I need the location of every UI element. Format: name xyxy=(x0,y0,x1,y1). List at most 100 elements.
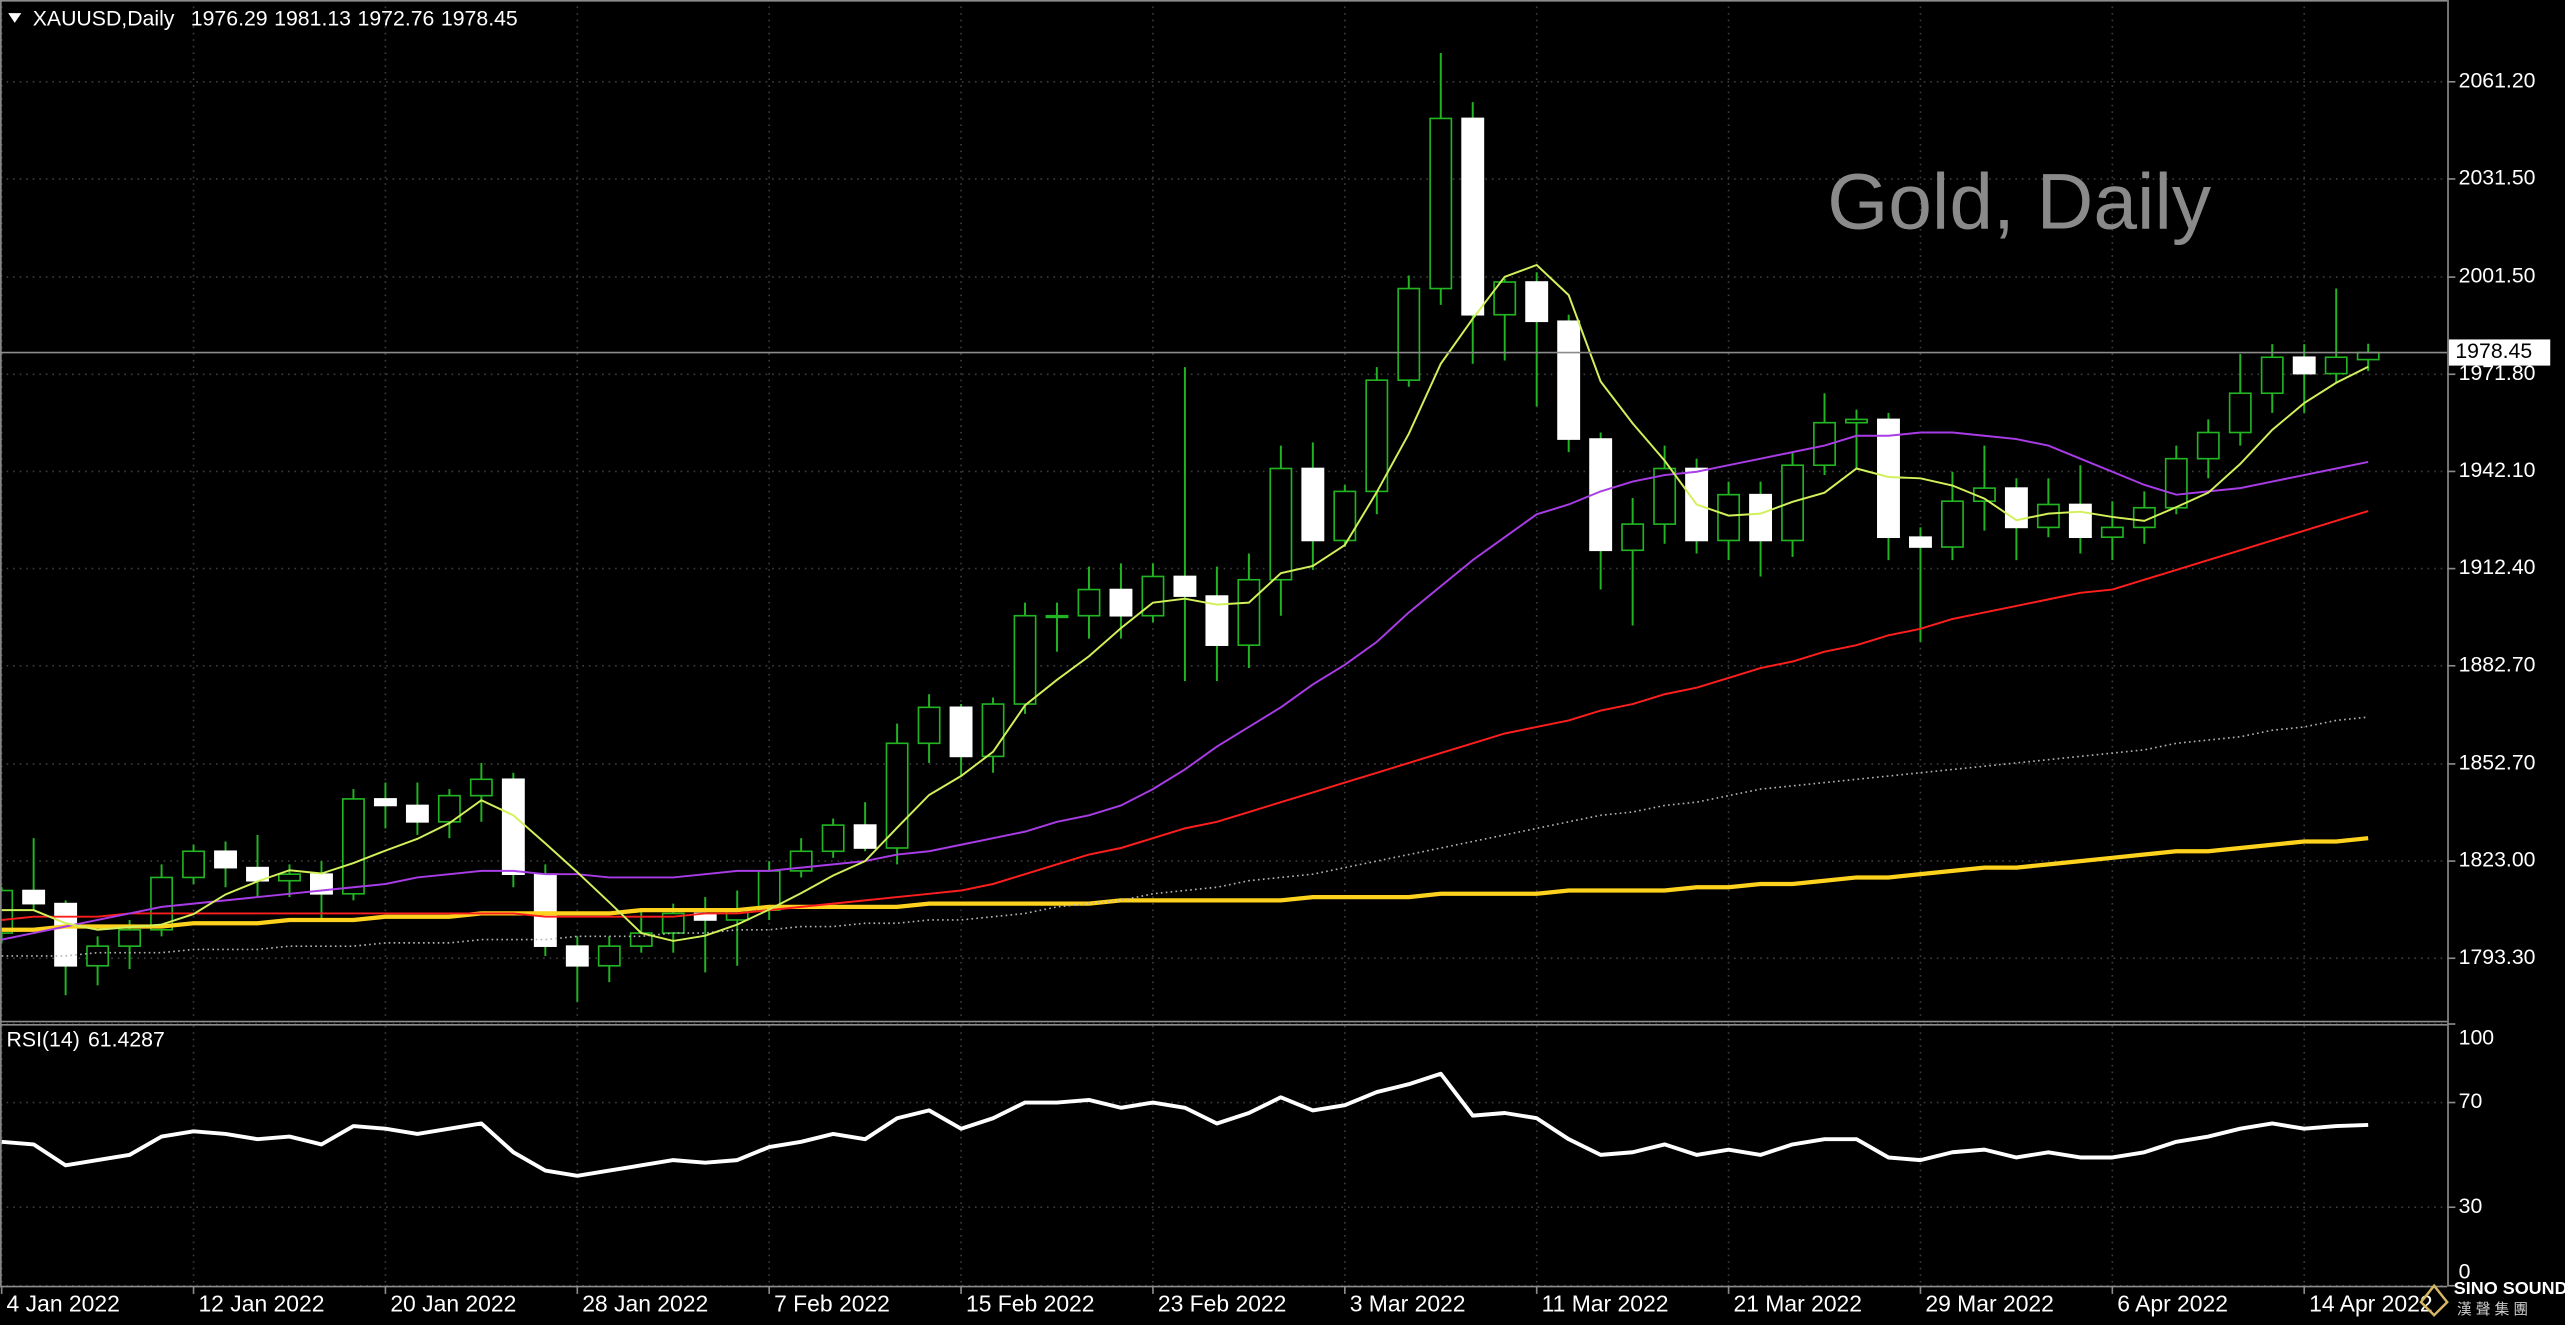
candle-body-up xyxy=(1429,117,1453,290)
candle-body-down xyxy=(373,798,397,807)
rsi-title: RSI(14) xyxy=(7,1027,80,1051)
candle-body-up xyxy=(1940,500,1964,548)
x-tick-label: 12 Jan 2022 xyxy=(198,1290,324,1316)
candle-body-up xyxy=(0,889,14,934)
candle-body-up xyxy=(1237,578,1261,646)
header-low: 1972.76 xyxy=(358,6,435,30)
candle-body-up xyxy=(885,742,909,849)
candle-body-up xyxy=(2164,457,2188,509)
candle-body-down xyxy=(1525,281,1549,323)
candle-body-down xyxy=(853,824,877,849)
candle-body-up xyxy=(1077,588,1101,617)
candle-body-up xyxy=(1653,467,1677,525)
candle-body-down xyxy=(2068,503,2092,539)
candle-body-up xyxy=(118,928,142,947)
y-tick-label: 2031.50 xyxy=(2459,166,2536,190)
header-close: 1978.45 xyxy=(441,6,518,30)
x-tick-label: 20 Jan 2022 xyxy=(390,1290,516,1316)
price-label: 1978.45 xyxy=(2455,339,2532,363)
candle-body-up xyxy=(1141,575,1165,617)
candle-body-up xyxy=(1717,493,1741,542)
logo-subtitle: 漢 聲 集 團 xyxy=(2457,1301,2528,1318)
candle-body-up xyxy=(182,850,205,879)
y-tick-label: 1912.40 xyxy=(2459,555,2536,579)
y-tick-label: 1971.80 xyxy=(2459,361,2536,385)
x-tick-label: 29 Mar 2022 xyxy=(1925,1290,2054,1316)
candle-body-up xyxy=(821,824,845,853)
candle-body-down xyxy=(2292,356,2316,375)
candle-body-down xyxy=(1205,595,1229,646)
candle-body-down xyxy=(405,804,429,823)
candle-body-up xyxy=(1397,287,1421,381)
candle-body-down xyxy=(214,850,237,869)
candle-body-up xyxy=(789,850,813,872)
logo: SINO SOUND 漢 聲 集 團 xyxy=(2419,1278,2565,1318)
candle-body-up xyxy=(2100,526,2124,539)
candle-body-down xyxy=(949,706,973,758)
main-panel xyxy=(0,53,2448,1002)
y-tick-label: 1942.10 xyxy=(2459,458,2536,482)
candle-body-down xyxy=(54,902,78,967)
y-tick-label: 2061.20 xyxy=(2459,68,2536,92)
candle-body-up xyxy=(278,873,301,882)
y-tick-label: 1793.30 xyxy=(2459,945,2536,969)
candle-body-up xyxy=(341,798,365,895)
x-tick-label: 11 Mar 2022 xyxy=(1542,1290,1669,1316)
candle-body-down xyxy=(533,873,557,947)
candle-body-up xyxy=(2356,351,2380,361)
candle-body-up xyxy=(2260,356,2284,395)
candle-body-up xyxy=(1333,490,1357,542)
y-tick-label: 1823.00 xyxy=(2459,848,2536,872)
candle-body-up xyxy=(150,876,174,931)
moving-average xyxy=(1,510,2369,921)
collapse-triangle[interactable] xyxy=(8,13,22,23)
y-tick-label: 100 xyxy=(2459,1025,2494,1049)
moving-average xyxy=(1,263,2369,942)
candle-body-up xyxy=(86,945,110,967)
candle-body-down xyxy=(1557,320,1581,440)
candle-body-down xyxy=(1461,117,1485,316)
candle-body-down xyxy=(1749,493,1773,542)
x-tick-label: 21 Mar 2022 xyxy=(1733,1290,1862,1316)
candle-body-down xyxy=(22,889,46,905)
candle-body-up xyxy=(469,778,493,797)
rsi-last-value: 61.4287 xyxy=(88,1027,165,1051)
candle-body-up xyxy=(1013,614,1037,705)
candle-body-up xyxy=(2324,356,2348,375)
x-tick-label: 23 Feb 2022 xyxy=(1158,1290,1287,1316)
y-tick-label: 2001.50 xyxy=(2459,264,2536,288)
x-tick-label: 7 Feb 2022 xyxy=(774,1290,890,1316)
candle-body-down xyxy=(501,778,525,875)
price-label-box xyxy=(2448,339,2551,366)
header-open: 1976.29 xyxy=(191,6,268,30)
candle-body-up xyxy=(1493,281,1517,316)
x-tick-label: 28 Jan 2022 xyxy=(582,1290,708,1316)
axes: 1793.30 1823.00 1852.70 1882.70 1912.40 1942.… xyxy=(0,68,2551,1316)
candle-body-up xyxy=(2196,431,2220,460)
y-tick-label: 70 xyxy=(2459,1089,2483,1113)
symbol: XAUUSD,Daily xyxy=(33,6,175,30)
x-tick-label: 4 Jan 2022 xyxy=(7,1290,120,1316)
x-tick-label: 3 Mar 2022 xyxy=(1350,1290,1466,1316)
y-tick-label: 1882.70 xyxy=(2459,652,2536,676)
candle-body-up xyxy=(757,870,781,911)
rsi-line xyxy=(1,1071,2369,1178)
candle-body-up xyxy=(597,945,621,967)
candle-body-down xyxy=(565,945,589,967)
candle-body-up xyxy=(981,703,1005,758)
y-tick-label: 0 xyxy=(2459,1259,2471,1283)
candle-body-up xyxy=(2132,506,2156,529)
candle-body-down xyxy=(2004,487,2028,529)
logo-icon xyxy=(2419,1283,2449,1317)
candle-body-up xyxy=(1365,379,1389,493)
x-tick-label: 6 Apr 2022 xyxy=(2117,1290,2228,1316)
rsi-header: RSI(14) 61.4287 xyxy=(7,1027,165,1051)
header-high: 1981.13 xyxy=(274,6,351,30)
x-tick-label: 14 Apr 2022 xyxy=(2309,1290,2432,1316)
candle-body-down xyxy=(1589,438,1613,552)
logo-name: SINO SOUND xyxy=(2454,1278,2565,1298)
candle-body-up xyxy=(1269,467,1293,581)
